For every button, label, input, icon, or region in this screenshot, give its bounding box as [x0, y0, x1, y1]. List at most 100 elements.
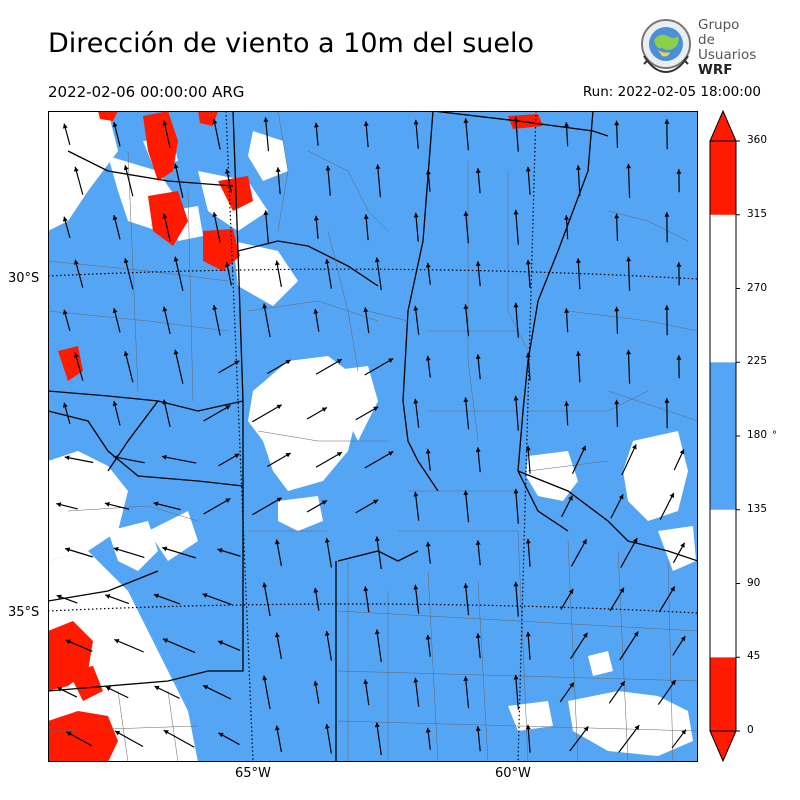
wind-direction-map [48, 111, 698, 762]
wind-arrow [560, 588, 574, 610]
wind-arrow [425, 169, 431, 192]
wind-arrow [664, 212, 670, 243]
wind-arrow [513, 302, 519, 338]
meridian-65w [225, 111, 254, 762]
wind-arrow [413, 119, 419, 149]
colorbar-extend-top [709, 109, 737, 142]
wind-arrow [475, 261, 481, 287]
wind-arrow [313, 122, 319, 146]
wind-arrow [217, 640, 241, 651]
wind-arrow [262, 303, 271, 338]
wind-arrow [162, 638, 196, 654]
wind-arrow [463, 397, 470, 430]
wind-arrow [561, 495, 573, 518]
colorbar-tick-label: 90 [747, 576, 761, 589]
wind-arrow [513, 674, 519, 710]
colorbar-tick-label: 135 [747, 502, 768, 515]
wind-arrow [275, 167, 281, 195]
wind-arrow [112, 307, 121, 333]
wind-arrow [66, 731, 92, 747]
wind-arrow [262, 582, 271, 617]
colorbar-band-1 [710, 509, 736, 658]
wind-arrow [525, 166, 531, 195]
wind-arrow [575, 258, 581, 290]
wind-arrow [614, 213, 620, 241]
wind-arrow [73, 259, 84, 288]
lat-label-30s: 30°S [8, 271, 40, 286]
wind-arrow [614, 399, 620, 427]
wind-arrow [671, 729, 687, 749]
wind-arrow [413, 491, 420, 521]
wind-arrow [374, 536, 382, 570]
wind-arrow [475, 168, 481, 194]
wind-arrow [374, 257, 382, 291]
wind-arrow [113, 455, 145, 464]
wind-arrow [212, 211, 221, 243]
colorbar-unit: ° [772, 430, 777, 441]
wind-arrow [112, 121, 121, 147]
wind-arrow [609, 587, 625, 612]
wind-arrow [363, 679, 370, 706]
parallel-30s [48, 268, 698, 280]
wind-arrow [626, 349, 632, 384]
wind-arrow [325, 165, 331, 196]
colorbar-tick-marks [736, 140, 740, 732]
wind-arrow [525, 631, 531, 660]
run-time: Run: 2022-02-05 18:00:00 [582, 84, 761, 100]
wind-arrow [62, 216, 71, 239]
wind-arrow [123, 165, 134, 197]
wind-arrow [363, 121, 369, 148]
colorbar-tick-label: 180 [747, 429, 768, 441]
wind-arrow [274, 632, 283, 660]
wind-arrow [162, 120, 171, 149]
wind-arrow [513, 581, 519, 617]
wind-arrow [313, 587, 320, 611]
wind-arrow [559, 682, 575, 703]
wind-arrow [475, 633, 481, 659]
wind-arrow [62, 309, 71, 332]
wind-arrow [525, 259, 531, 288]
wind-arrow [463, 211, 469, 244]
colorbar-band-4 [710, 141, 736, 215]
wind-arrow [413, 584, 420, 614]
wind-arrow [162, 213, 171, 242]
wind-arrow [664, 398, 670, 429]
wind-arrow [659, 492, 675, 520]
chart-title: Dirección de viento a 10m del suelo [48, 28, 535, 59]
wind-arrow [463, 583, 470, 616]
wind-arrow [664, 305, 670, 336]
wind-arrow [363, 586, 370, 613]
wind-arrow [73, 166, 84, 195]
wind-arrow [525, 724, 531, 753]
colorbar-band-3 [710, 214, 736, 363]
wind-arrow [263, 210, 270, 245]
colorbar-tick-label: 0 [747, 724, 754, 736]
wind-arrow [154, 685, 180, 699]
wind-arrow [374, 629, 382, 663]
wind-arrow [525, 352, 531, 381]
wind-arrow [313, 215, 319, 239]
wind-arrow [463, 676, 470, 709]
valid-time: 2022-02-06 00:00:00 ARG [48, 83, 245, 101]
wind-arrow [614, 120, 620, 148]
wind-arrow [56, 502, 78, 510]
wind-arrow [375, 164, 382, 198]
white-sector-patches [48, 111, 696, 762]
colorbar-tick-label: 45 [747, 650, 761, 663]
wind-arrow [173, 163, 184, 198]
wind-arrow [56, 594, 78, 604]
wind-arrow [564, 308, 570, 333]
graticule [48, 111, 698, 762]
wind-arrows [56, 116, 687, 756]
colorbar-band-2 [710, 362, 736, 510]
wind-arrow [673, 449, 685, 471]
wind-arrow [163, 729, 195, 748]
colorbar-bands [710, 141, 736, 731]
wind-arrow [513, 395, 519, 431]
wind-arrow [324, 258, 332, 289]
wind-arrow [251, 497, 283, 516]
wind-arrow [105, 686, 129, 699]
wind-arrow [324, 723, 332, 754]
wind-arrow [475, 540, 481, 566]
wind-arrow [263, 117, 270, 152]
